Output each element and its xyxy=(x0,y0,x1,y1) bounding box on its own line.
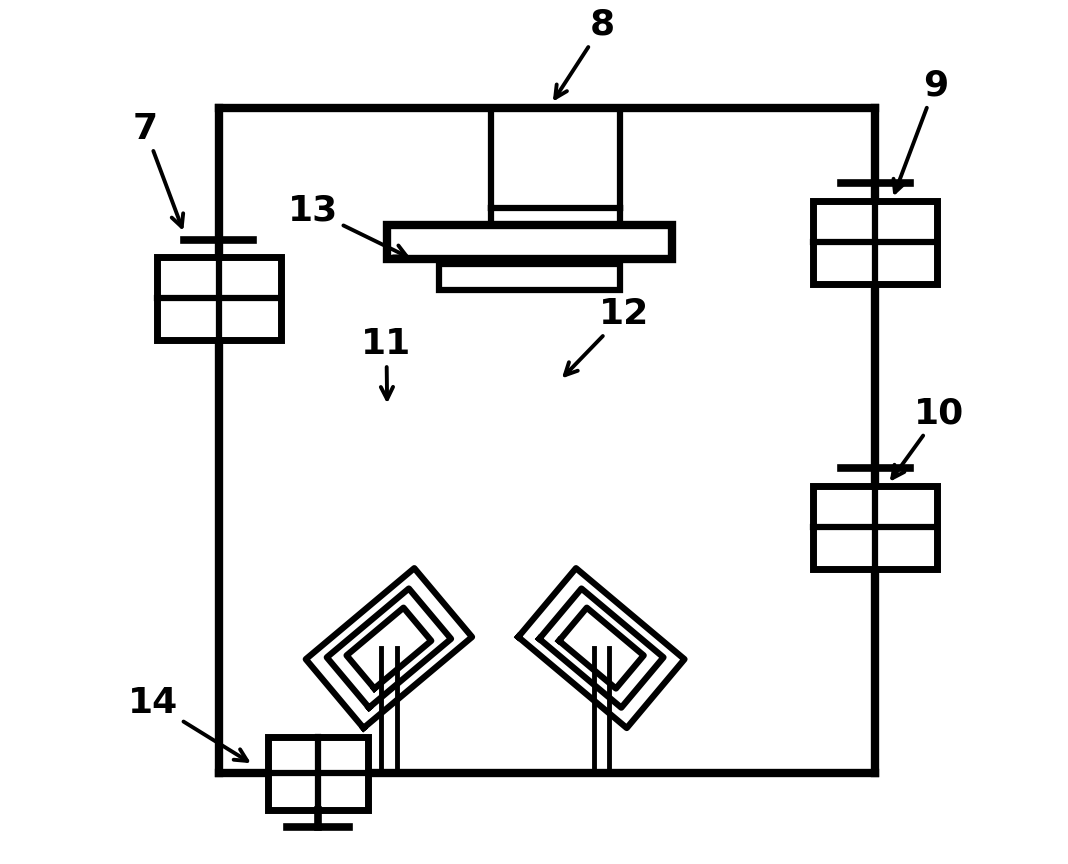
Bar xyxy=(268,737,368,810)
Bar xyxy=(388,225,672,259)
Text: 14: 14 xyxy=(128,686,248,761)
Text: 9: 9 xyxy=(894,68,948,193)
Text: 8: 8 xyxy=(555,8,615,98)
Bar xyxy=(813,486,938,569)
Text: 10: 10 xyxy=(892,397,964,479)
Bar xyxy=(439,264,621,289)
Bar xyxy=(157,257,281,340)
Text: 13: 13 xyxy=(288,194,407,257)
Text: 7: 7 xyxy=(132,111,184,227)
Text: 11: 11 xyxy=(361,327,411,399)
Text: 12: 12 xyxy=(565,297,649,375)
Bar xyxy=(813,200,938,283)
